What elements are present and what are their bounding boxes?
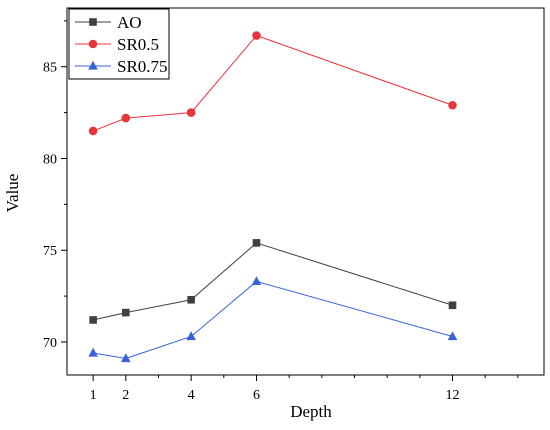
x-axis-label: Depth xyxy=(290,402,332,421)
legend-marker xyxy=(88,60,98,70)
data-point-sr0-5 xyxy=(448,100,457,110)
legend-marker xyxy=(88,39,98,49)
y-tick-label: 80 xyxy=(43,152,57,167)
x-tick-label: 6 xyxy=(253,388,260,403)
data-point-ao xyxy=(122,308,130,317)
data-point-sr0-5 xyxy=(186,108,196,117)
y-tick-label: 85 xyxy=(43,61,57,76)
series-line-sr0-75 xyxy=(93,280,453,360)
data-point-ao xyxy=(187,295,195,304)
y-tick-label: 70 xyxy=(43,336,57,351)
series-sr0-75 xyxy=(88,276,458,363)
x-tick-label: 1 xyxy=(90,388,97,403)
data-point-sr0-5 xyxy=(88,126,98,136)
legend-label: AO xyxy=(117,13,142,32)
x-tick-label: 4 xyxy=(188,388,195,403)
series-sr0-5 xyxy=(88,31,457,136)
plot-frame xyxy=(66,7,545,376)
y-axis-label: Value xyxy=(3,174,22,213)
data-point-ao xyxy=(252,239,261,247)
legend-entry-ao: AO xyxy=(75,13,142,32)
data-point-sr0-5 xyxy=(121,113,131,123)
data-point-ao xyxy=(89,316,97,324)
data-point-sr0-75 xyxy=(447,331,458,341)
legend-entry-sr0-75: SR0.75 xyxy=(75,57,168,76)
data-point-sr0-75 xyxy=(88,347,98,357)
x-tick-label: 2 xyxy=(122,388,129,403)
x-tick-label: 12 xyxy=(446,388,460,403)
data-point-sr0-75 xyxy=(121,353,131,363)
legend: AO SR0.5 SR0.75 xyxy=(68,8,170,80)
plot-area xyxy=(88,31,458,363)
legend-marker xyxy=(89,18,97,26)
series-line-ao xyxy=(93,242,453,321)
legend-label: SR0.75 xyxy=(117,57,168,76)
data-point-sr0-5 xyxy=(252,31,261,40)
data-point-sr0-75 xyxy=(186,331,196,341)
data-point-ao xyxy=(448,301,457,310)
legend-label: SR0.5 xyxy=(117,35,159,54)
series-ao xyxy=(89,239,457,324)
legend-entry-sr0-5: SR0.5 xyxy=(75,35,159,54)
data-point-sr0-75 xyxy=(251,276,262,286)
y-tick-label: 75 xyxy=(43,244,57,259)
